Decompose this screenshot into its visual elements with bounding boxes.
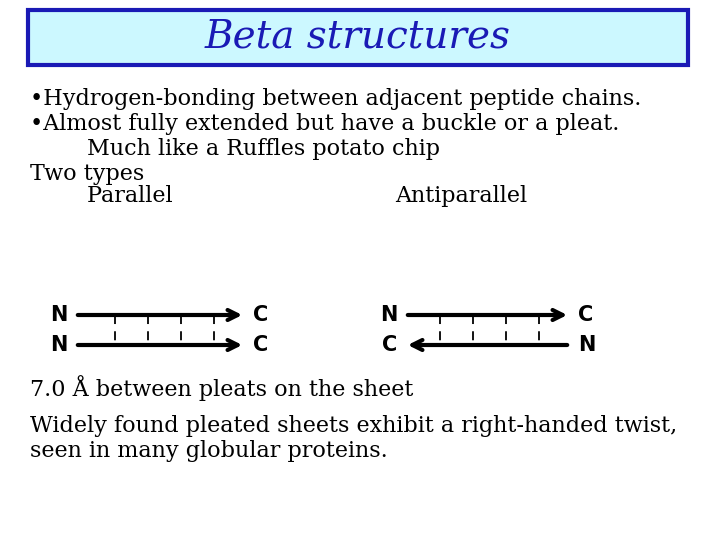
Text: C: C [382, 335, 397, 355]
Text: Two types: Two types [30, 163, 144, 185]
Text: N: N [379, 305, 397, 325]
Text: •Hydrogen-bonding between adjacent peptide chains.: •Hydrogen-bonding between adjacent pepti… [30, 88, 642, 110]
Text: seen in many globular proteins.: seen in many globular proteins. [30, 440, 388, 462]
Text: C: C [578, 305, 593, 325]
Text: C: C [253, 305, 269, 325]
Text: 7.0 Å between pleats on the sheet: 7.0 Å between pleats on the sheet [30, 375, 413, 401]
Text: Beta structures: Beta structures [205, 19, 511, 56]
Text: Antiparallel: Antiparallel [395, 185, 527, 207]
Text: N: N [578, 335, 595, 355]
Text: Parallel: Parallel [30, 185, 173, 207]
Text: N: N [50, 335, 67, 355]
Text: •Almost fully extended but have a buckle or a pleat.: •Almost fully extended but have a buckle… [30, 113, 619, 135]
FancyBboxPatch shape [28, 10, 688, 65]
Text: Widely found pleated sheets exhibit a right-handed twist,: Widely found pleated sheets exhibit a ri… [30, 415, 678, 437]
Text: Much like a Ruffles potato chip: Much like a Ruffles potato chip [30, 138, 440, 160]
Text: N: N [50, 305, 67, 325]
Text: C: C [253, 335, 269, 355]
